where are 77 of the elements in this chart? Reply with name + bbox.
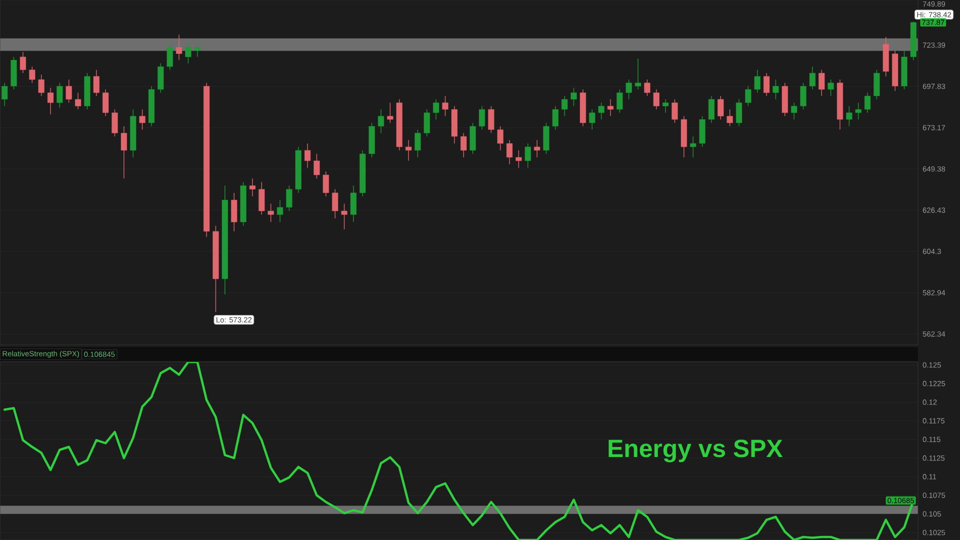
candlestick — [341, 203, 348, 230]
candlestick — [93, 69, 100, 96]
candlestick — [764, 72, 770, 96]
candlestick — [66, 79, 72, 104]
candlestick — [800, 82, 806, 110]
candlestick — [478, 106, 486, 130]
candlestick — [791, 102, 798, 120]
candlestick — [460, 132, 467, 158]
candlestick — [249, 178, 256, 197]
candlestick — [185, 44, 192, 64]
candlestick — [562, 96, 568, 116]
candlestick — [634, 58, 642, 90]
candlestick — [828, 79, 834, 96]
candlestick — [524, 143, 531, 168]
candlestick — [708, 96, 715, 124]
candlestick — [726, 109, 733, 127]
candlestick — [589, 109, 596, 130]
candlestick — [176, 34, 182, 60]
candlestick — [112, 109, 118, 137]
candlestick — [506, 140, 513, 165]
candlestick — [47, 87, 54, 115]
candlestick — [56, 82, 63, 108]
candlestick — [350, 185, 356, 222]
candlestick — [314, 153, 320, 179]
candlestick — [488, 106, 494, 134]
candlestick — [516, 150, 522, 168]
candlestick — [20, 52, 26, 74]
candlestick — [662, 98, 669, 114]
candlestick — [332, 188, 338, 219]
candlestick — [258, 182, 265, 215]
annotation: Energy vs SPX — [608, 440, 783, 462]
candlestick — [874, 69, 880, 100]
candlestick — [268, 203, 274, 222]
candlestick — [736, 98, 742, 127]
candlestick — [718, 96, 724, 120]
candlestick — [690, 136, 696, 158]
candlestick — [139, 109, 146, 130]
candlestick — [552, 106, 558, 130]
candlestick — [616, 89, 623, 114]
candlestick — [29, 66, 36, 84]
candlestick — [534, 140, 540, 158]
candlestick — [626, 79, 632, 100]
candlestick — [194, 44, 200, 58]
candlestick — [442, 96, 448, 116]
candlestick — [864, 92, 871, 114]
candlestick — [231, 192, 238, 232]
candlestick — [158, 62, 164, 94]
candlestick — [433, 98, 440, 120]
candlestick — [809, 66, 816, 90]
candlestick — [276, 200, 284, 222]
candlestick — [570, 87, 577, 106]
candlestick — [286, 185, 292, 212]
candlestick — [497, 126, 504, 151]
candlestick — [754, 69, 760, 94]
candlestick — [378, 109, 384, 134]
candlestick — [846, 106, 852, 127]
candlestick — [387, 102, 394, 124]
candlestick — [855, 102, 862, 120]
candlestick — [414, 129, 421, 158]
candlestick — [102, 89, 109, 116]
candlestick — [644, 79, 650, 96]
candlestick — [304, 143, 311, 168]
candlestick — [745, 86, 752, 106]
candlestick — [672, 98, 678, 124]
candlestick — [166, 44, 173, 70]
candlestick — [120, 126, 127, 179]
candlestick — [818, 69, 825, 96]
candlestick — [405, 140, 412, 162]
candlestick — [2, 82, 8, 106]
candlestick — [607, 98, 614, 116]
candlestick — [653, 89, 660, 110]
candlestick — [38, 74, 44, 96]
candlestick — [75, 92, 82, 110]
candlestick — [322, 170, 329, 197]
candlestick — [424, 109, 430, 137]
candlestick — [772, 79, 779, 100]
candlestick — [598, 102, 604, 120]
